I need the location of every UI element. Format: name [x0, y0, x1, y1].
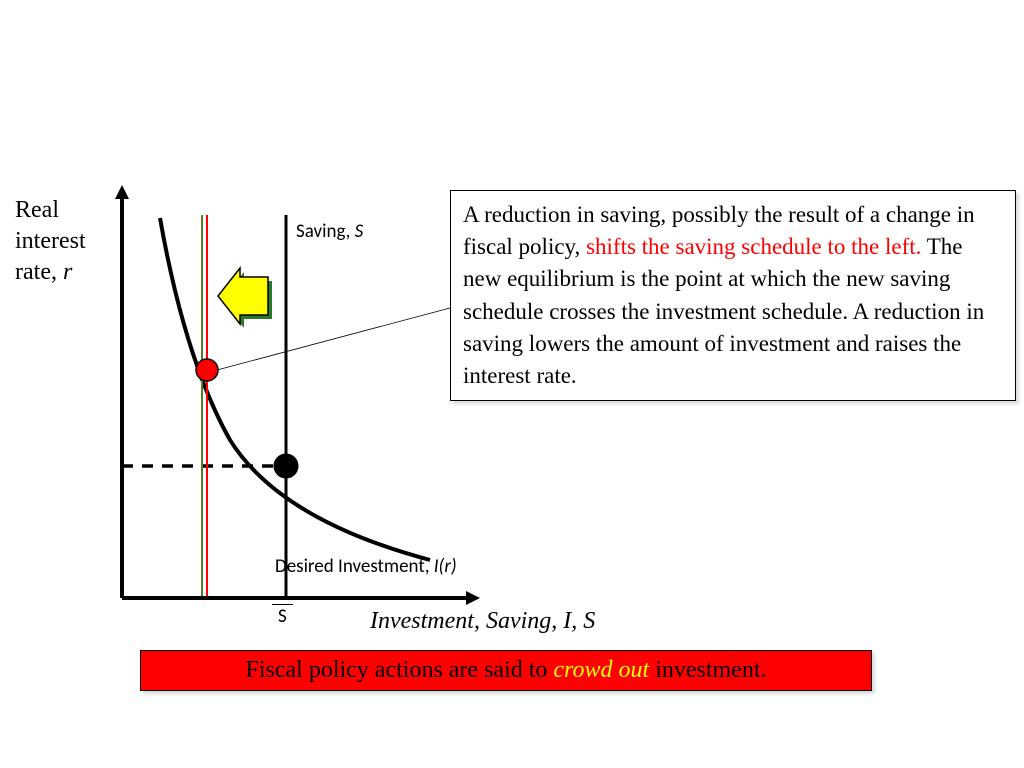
investment-curve: [160, 218, 430, 560]
x-axis-label: Investment, Saving, I, S: [370, 608, 595, 635]
equilibrium-original-dot: [274, 454, 298, 478]
crowd-out-banner: Fiscal policy actions are said to crowd …: [140, 650, 872, 691]
s-bar-label: S: [272, 604, 293, 628]
x-axis-arrowhead: [466, 591, 480, 605]
investment-curve-label: Desired Investment, I(r): [275, 555, 457, 578]
y-axis-arrowhead: [115, 185, 129, 199]
saving-curve-label: Saving, S: [296, 220, 363, 243]
y-axis-label: Real interest rate, r: [15, 195, 86, 289]
explanation-text-box: A reduction in saving, possibly the resu…: [450, 190, 1016, 401]
shift-arrow-icon: [218, 268, 268, 324]
equilibrium-new-dot: [196, 359, 218, 381]
